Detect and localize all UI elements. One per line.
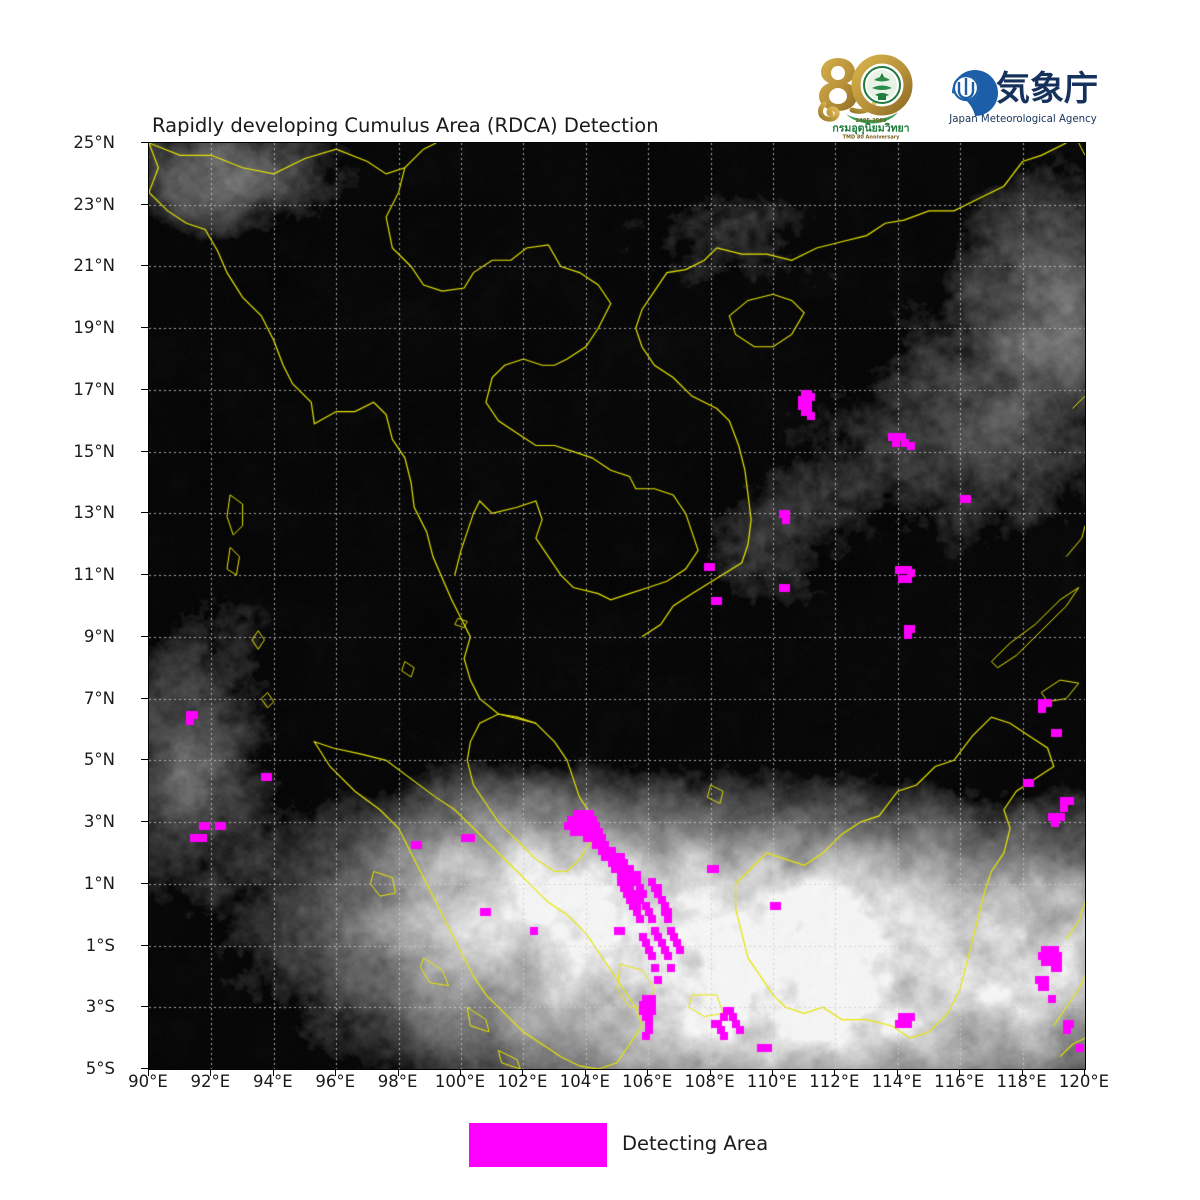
y-axis-tick-label: 19°N <box>73 318 115 338</box>
x-axis-tick-label: 120°E <box>1058 1072 1110 1091</box>
y-axis-tick-label: 3°N <box>83 812 115 832</box>
y-axis-tick-mark <box>141 450 148 452</box>
y-axis-tick-label: 1°N <box>83 873 115 893</box>
y-axis-tick-mark <box>141 203 148 205</box>
x-axis-tick-mark <box>272 1069 274 1076</box>
x-axis-tick-label: 102°E <box>497 1072 548 1091</box>
tmd-logo-subtitle: TMD 80 Anniversary <box>843 135 901 141</box>
y-axis-tick-label: 11°N <box>73 565 115 585</box>
x-axis-tick-mark <box>460 1069 461 1076</box>
x-axis-tick-mark <box>834 1069 836 1076</box>
y-axis-tick-mark <box>141 265 148 267</box>
logo-bar: 2485-2565 กรมอุตุนิยมวิทยา TMD 80 Annive… <box>812 48 1102 140</box>
y-axis-tick-mark <box>141 327 148 329</box>
y-axis-tick-mark <box>141 574 148 576</box>
title-line-product: Rapidly developing Cumulus Area (RDCA) D… <box>152 114 659 137</box>
y-axis-tick-label: 7°N <box>83 688 115 708</box>
y-axis-tick-label: 15°N <box>73 441 115 461</box>
x-axis-tick-mark <box>148 1069 149 1076</box>
x-axis-tick-label: 92°E <box>190 1072 231 1091</box>
x-axis-tick-mark <box>1021 1069 1023 1076</box>
satellite-image-canvas <box>149 143 1085 1069</box>
jma-logo-caption: Japan Meteorological Agency <box>948 114 1096 125</box>
y-axis-tick-label: 23°N <box>73 194 115 214</box>
tmd-logo-years: 2485-2565 <box>855 118 886 124</box>
y-axis-tick-mark <box>141 142 148 143</box>
y-axis-tick-label: 9°N <box>83 626 115 646</box>
y-axis-tick-label: 5°N <box>83 750 115 770</box>
y-axis-tick-label: 17°N <box>73 379 115 399</box>
y-axis-tick-label: 1°S <box>85 935 115 955</box>
x-axis-tick-label: 112°E <box>809 1072 860 1091</box>
y-axis-tick-mark <box>141 635 148 637</box>
y-axis-tick-label: 13°N <box>73 503 115 523</box>
y-axis-tick-mark <box>141 512 148 514</box>
x-axis-tick-mark <box>522 1069 524 1076</box>
x-axis-tick-label: 118°E <box>996 1072 1047 1091</box>
x-axis-tick-mark <box>210 1069 212 1076</box>
y-axis-tick-mark <box>141 882 148 884</box>
y-axis-tick-mark <box>141 944 148 946</box>
x-axis-tick-label: 114°E <box>871 1072 922 1091</box>
satellite-map-plot <box>148 142 1086 1070</box>
x-axis-tick-label: 110°E <box>746 1072 798 1091</box>
y-axis-tick-mark <box>141 1006 148 1008</box>
jma-logo-kanji: 気象庁 <box>996 69 1098 109</box>
x-axis-tick-mark <box>709 1069 711 1076</box>
y-axis-tick-mark <box>141 1068 148 1069</box>
legend-swatch-detecting-area <box>469 1123 607 1167</box>
x-axis-tick-mark <box>896 1069 898 1076</box>
x-axis-tick-label: 94°E <box>252 1072 293 1091</box>
x-axis-tick-label: 98°E <box>377 1072 418 1091</box>
x-axis-tick-label: 116°E <box>934 1072 985 1091</box>
y-axis-tick-label: 5°S <box>85 1059 115 1078</box>
y-axis-tick-mark <box>141 388 148 390</box>
tmd-80th-anniversary-logo: 2485-2565 กรมอุตุนิยมวิทยา TMD 80 Annive… <box>818 54 913 141</box>
y-axis-tick-mark <box>141 821 148 823</box>
x-axis-tick-mark <box>584 1069 586 1076</box>
y-axis-tick-mark <box>141 697 148 699</box>
y-axis-tick-label: 3°S <box>85 997 115 1017</box>
x-axis-tick-mark <box>647 1069 649 1076</box>
y-axis-tick-label: 21°N <box>73 256 115 276</box>
x-axis-tick-mark <box>772 1069 773 1076</box>
x-axis-tick-label: 106°E <box>622 1072 673 1091</box>
legend-label-detecting-area: Detecting Area <box>622 1132 769 1155</box>
x-axis-tick-label: 104°E <box>559 1072 610 1091</box>
x-axis-tick-label: 100°E <box>434 1072 486 1091</box>
tmd-logo-thai-name: กรมอุตุนิยมวิทยา <box>832 123 909 136</box>
jma-logo: 気象庁 Japan Meteorological Agency <box>948 69 1098 125</box>
y-axis-tick-mark <box>141 759 148 761</box>
x-axis-tick-mark <box>959 1069 961 1076</box>
x-axis-tick-label: 108°E <box>684 1072 735 1091</box>
x-axis-tick-mark <box>1084 1069 1085 1076</box>
x-axis-tick-label: 90°E <box>128 1072 168 1091</box>
x-axis-tick-label: 96°E <box>315 1072 356 1091</box>
x-axis-tick-mark <box>397 1069 399 1076</box>
y-axis-tick-label: 25°N <box>73 133 115 152</box>
x-axis-tick-mark <box>335 1069 337 1076</box>
